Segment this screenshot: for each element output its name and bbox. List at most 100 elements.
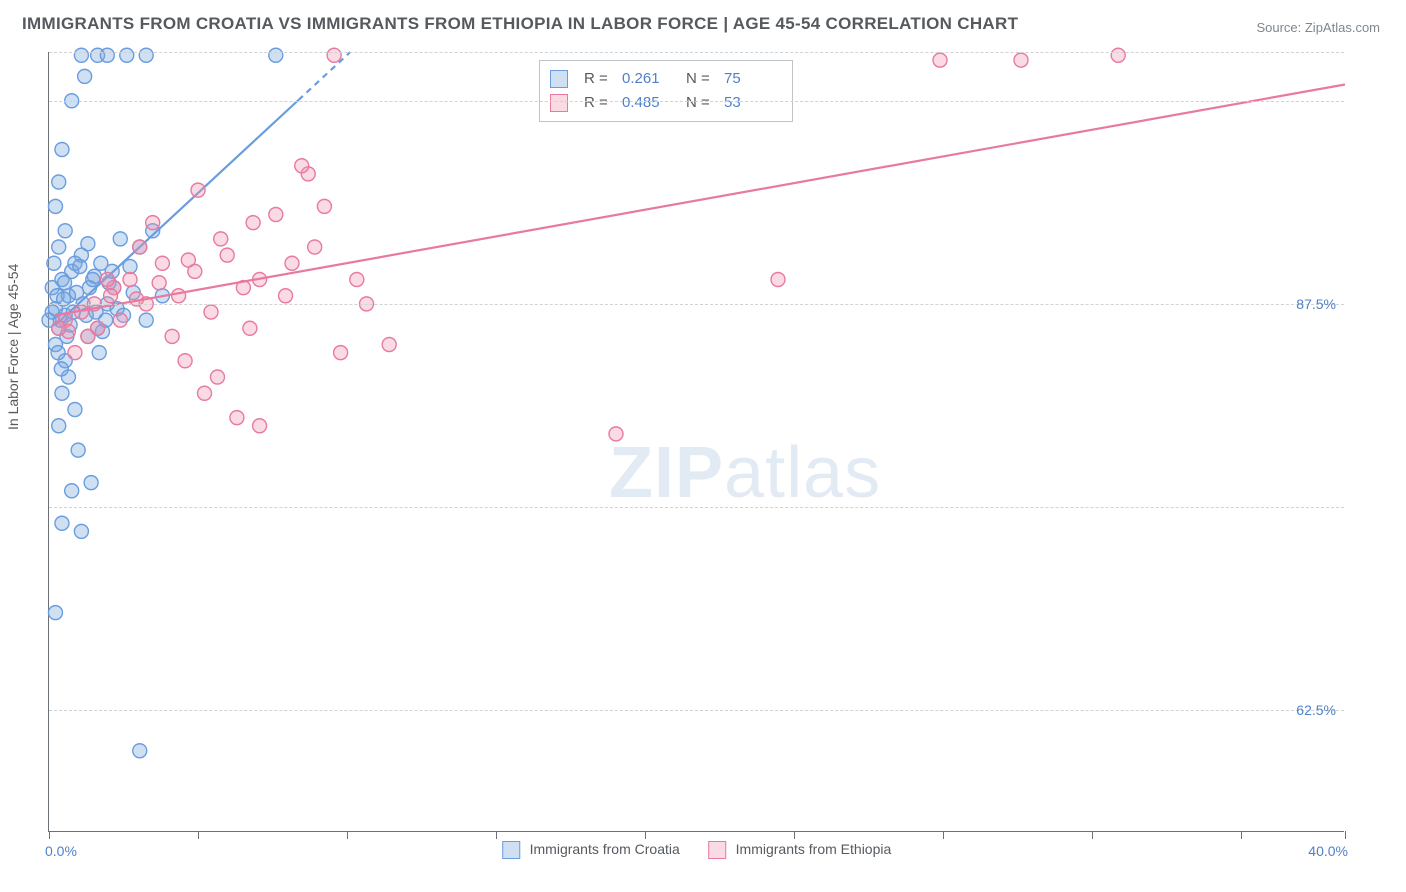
x-tick xyxy=(1241,831,1242,839)
data-point-croatia xyxy=(84,476,98,490)
data-point-croatia xyxy=(139,48,153,62)
r-label: R = xyxy=(584,91,612,115)
data-point-ethiopia xyxy=(210,370,224,384)
data-point-ethiopia xyxy=(279,289,293,303)
data-point-croatia xyxy=(71,443,85,457)
data-point-croatia xyxy=(100,48,114,62)
data-point-croatia xyxy=(51,346,65,360)
r-value-croatia: 0.261 xyxy=(622,67,676,91)
data-point-croatia xyxy=(74,48,88,62)
x-tick xyxy=(645,831,646,839)
correlation-legend-box: R = 0.261 N = 75 R = 0.485 N = 53 xyxy=(539,60,793,122)
x-axis-min-label: 0.0% xyxy=(45,843,77,859)
gridline-h xyxy=(49,710,1344,711)
gridline-h xyxy=(49,507,1344,508)
data-point-ethiopia xyxy=(246,216,260,230)
data-point-ethiopia xyxy=(243,321,257,335)
legend-row-ethiopia: R = 0.485 N = 53 xyxy=(550,91,778,115)
data-point-croatia xyxy=(86,273,100,287)
data-point-ethiopia xyxy=(1111,48,1125,62)
data-point-ethiopia xyxy=(68,346,82,360)
data-point-ethiopia xyxy=(350,273,364,287)
data-point-ethiopia xyxy=(104,289,118,303)
swatch-croatia xyxy=(550,70,568,88)
n-value-croatia: 75 xyxy=(724,67,778,91)
x-tick xyxy=(794,831,795,839)
data-point-ethiopia xyxy=(214,232,228,246)
data-point-croatia xyxy=(52,419,66,433)
x-tick xyxy=(1345,831,1346,839)
data-point-croatia xyxy=(113,232,127,246)
data-point-ethiopia xyxy=(269,208,283,222)
x-tick xyxy=(198,831,199,839)
data-point-croatia xyxy=(133,744,147,758)
legend-label-ethiopia: Immigrants from Ethiopia xyxy=(736,841,892,857)
data-point-croatia xyxy=(48,606,62,620)
data-point-ethiopia xyxy=(155,256,169,270)
data-point-ethiopia xyxy=(308,240,322,254)
data-point-croatia xyxy=(55,516,69,530)
trend-line-dashed-croatia xyxy=(298,52,350,100)
data-point-ethiopia xyxy=(334,346,348,360)
data-point-croatia xyxy=(92,346,106,360)
data-point-ethiopia xyxy=(172,289,186,303)
legend-item-croatia: Immigrants from Croatia xyxy=(502,841,680,859)
data-point-ethiopia xyxy=(295,159,309,173)
data-point-croatia xyxy=(54,362,68,376)
gridline-h xyxy=(49,101,1344,102)
legend-row-croatia: R = 0.261 N = 75 xyxy=(550,67,778,91)
n-value-ethiopia: 53 xyxy=(724,91,778,115)
data-point-croatia xyxy=(81,237,95,251)
data-point-croatia xyxy=(55,143,69,157)
data-point-croatia xyxy=(65,484,79,498)
data-point-ethiopia xyxy=(181,253,195,267)
data-point-ethiopia xyxy=(152,276,166,290)
data-point-ethiopia xyxy=(191,183,205,197)
data-point-ethiopia xyxy=(771,273,785,287)
swatch-croatia-icon xyxy=(502,841,520,859)
data-point-croatia xyxy=(58,224,72,238)
data-point-ethiopia xyxy=(100,273,114,287)
correlation-scatter-chart: ZIPatlas R = 0.261 N = 75 R = 0.485 N = … xyxy=(48,52,1344,832)
data-point-ethiopia xyxy=(204,305,218,319)
data-point-ethiopia xyxy=(133,240,147,254)
data-point-croatia xyxy=(52,175,66,189)
swatch-ethiopia-icon xyxy=(708,841,726,859)
data-point-ethiopia xyxy=(220,248,234,262)
data-point-croatia xyxy=(48,199,62,213)
series-legend: Immigrants from Croatia Immigrants from … xyxy=(502,841,892,859)
gridline-h xyxy=(49,52,1344,53)
data-point-ethiopia xyxy=(230,411,244,425)
data-point-ethiopia xyxy=(317,199,331,213)
x-tick xyxy=(943,831,944,839)
r-label: R = xyxy=(584,67,612,91)
x-tick xyxy=(347,831,348,839)
legend-item-ethiopia: Immigrants from Ethiopia xyxy=(708,841,892,859)
watermark-bold: ZIP xyxy=(609,433,724,513)
data-point-ethiopia xyxy=(146,216,160,230)
r-value-ethiopia: 0.485 xyxy=(622,91,676,115)
data-point-croatia xyxy=(73,260,87,274)
chart-title: IMMIGRANTS FROM CROATIA VS IMMIGRANTS FR… xyxy=(22,14,1018,34)
data-point-ethiopia xyxy=(198,386,212,400)
watermark-rest: atlas xyxy=(724,433,881,513)
data-point-ethiopia xyxy=(327,48,341,62)
x-tick xyxy=(49,831,50,839)
data-point-croatia xyxy=(47,256,61,270)
data-point-ethiopia xyxy=(123,273,137,287)
data-point-croatia xyxy=(269,48,283,62)
data-point-ethiopia xyxy=(285,256,299,270)
data-point-ethiopia xyxy=(382,338,396,352)
data-point-ethiopia xyxy=(113,313,127,327)
data-point-croatia xyxy=(120,48,134,62)
watermark: ZIPatlas xyxy=(609,432,881,514)
x-axis-max-label: 40.0% xyxy=(1308,843,1348,859)
swatch-ethiopia xyxy=(550,94,568,112)
x-tick xyxy=(496,831,497,839)
data-point-croatia xyxy=(52,240,66,254)
y-tick-label: 62.5% xyxy=(1296,702,1336,718)
data-point-ethiopia xyxy=(178,354,192,368)
x-tick xyxy=(1092,831,1093,839)
data-point-ethiopia xyxy=(52,321,66,335)
data-point-ethiopia xyxy=(81,329,95,343)
